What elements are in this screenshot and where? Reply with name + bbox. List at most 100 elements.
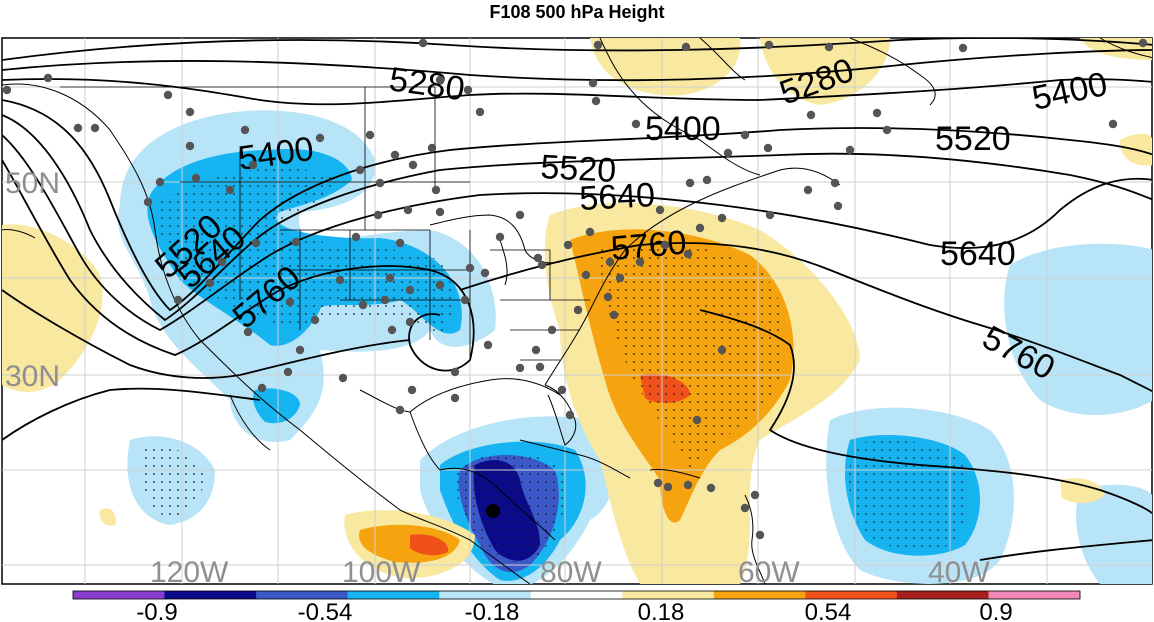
- station-dot: [833, 201, 843, 211]
- station-dot: [660, 240, 670, 250]
- station-dot: [408, 160, 418, 170]
- contour-label-5520-east: 5520: [935, 120, 1011, 158]
- station-dot: [460, 295, 470, 305]
- station-dot: [635, 257, 645, 267]
- colorbar-tick-labels: -0.9 -0.54 -0.18 0.18 0.54 0.9: [136, 599, 1012, 622]
- station-dot: [531, 345, 541, 355]
- station-dot: [882, 125, 892, 135]
- light-yellow-region-northwest: [2, 224, 103, 392]
- station-dot: [480, 268, 490, 278]
- station-dot: [385, 273, 395, 283]
- station-dot: [591, 96, 601, 106]
- station-dot: [681, 42, 691, 52]
- station-dot: [185, 141, 195, 151]
- colorbar-outline: [72, 590, 1081, 600]
- station-dot: [603, 292, 613, 302]
- station-dot: [285, 297, 295, 307]
- station-dot: [585, 227, 595, 237]
- contour-label-5640-center: 5640: [578, 176, 656, 218]
- station-dot: [217, 257, 227, 267]
- colorbar-label-neg-0-18: -0.18: [465, 599, 520, 622]
- station-dot: [248, 160, 258, 170]
- station-dot: [291, 237, 301, 247]
- station-dot: [872, 108, 882, 118]
- colorbar-label-0-18: 0.18: [638, 599, 685, 622]
- station-dot: [395, 238, 405, 248]
- height-contours: [2, 38, 1152, 561]
- station-dot: [750, 490, 760, 500]
- station-dot: [717, 213, 727, 223]
- station-dot: [683, 480, 693, 490]
- station-dot: [310, 315, 320, 325]
- colorbar-label-neg-0-9: -0.9: [136, 599, 177, 622]
- colorbar-swatch: [256, 591, 349, 599]
- station-dot: [806, 110, 816, 120]
- station-dot: [692, 415, 702, 425]
- station-dot: [465, 263, 475, 273]
- station-dot: [191, 173, 201, 183]
- graticule: [2, 38, 1152, 584]
- station-dot: [702, 175, 712, 185]
- station-dot: [740, 130, 750, 140]
- station-dot: [1138, 38, 1148, 48]
- station-dot: [573, 305, 583, 315]
- station-dot: [395, 405, 405, 415]
- station-dot: [655, 205, 665, 215]
- station-dot: [683, 249, 693, 259]
- colorbar-swatch: [896, 591, 989, 599]
- station-dot: [225, 185, 235, 195]
- colorbar-swatch: [988, 591, 1081, 599]
- station-dot: [2, 85, 12, 95]
- station-dot: [824, 42, 834, 52]
- station-dot: [593, 40, 603, 50]
- station-dot: [450, 393, 460, 403]
- station-dot: [685, 178, 695, 188]
- station-dot: [706, 483, 716, 493]
- colorbar-swatch: [73, 591, 165, 599]
- colorbar-swatch: [713, 591, 806, 599]
- station-dot: [565, 410, 575, 420]
- station-dot: [283, 367, 293, 377]
- station-dot: [547, 325, 557, 335]
- station-dot: [535, 362, 545, 372]
- station-dot: [407, 385, 417, 395]
- station-dot: [390, 150, 400, 160]
- colorbar-swatch: [530, 591, 623, 599]
- station-dot: [295, 345, 305, 355]
- station-dot: [723, 148, 733, 158]
- colorbar-swatch: [622, 591, 715, 599]
- station-dot: [537, 260, 547, 270]
- lat-label-50n: 50N: [5, 167, 60, 200]
- station-dot: [90, 123, 100, 133]
- station-dot: [315, 133, 325, 143]
- lat-label-30n: 30N: [5, 360, 60, 393]
- station-dot: [358, 300, 368, 310]
- station-dot: [251, 238, 261, 248]
- station-dot: [427, 143, 437, 153]
- station-dot: [515, 210, 525, 220]
- station-dot: [764, 40, 774, 50]
- station-dot: [450, 367, 460, 377]
- station-dot: [653, 478, 663, 488]
- lon-label-80w: 80W: [540, 556, 602, 589]
- station-dot: [163, 90, 173, 100]
- station-dot: [387, 325, 397, 335]
- station-dot: [155, 177, 165, 187]
- station-dot: [338, 373, 348, 383]
- station-dot: [615, 273, 625, 283]
- station-dot: [765, 210, 775, 220]
- station-dot: [43, 73, 53, 83]
- light-yellow-region-north: [590, 38, 741, 96]
- lon-label-60w: 60W: [738, 556, 800, 589]
- station-dot: [405, 285, 415, 295]
- lon-label-120w: 120W: [150, 556, 229, 589]
- colorbar-swatch: [805, 591, 898, 599]
- station-dot: [463, 85, 473, 95]
- significance-stippling: [138, 168, 969, 563]
- station-dot: [73, 123, 83, 133]
- station-dot: [830, 178, 840, 188]
- station-dot: [403, 205, 413, 215]
- colorbar-label-neg-0-54: -0.54: [298, 599, 353, 622]
- contour-label-5760-center: 5760: [609, 224, 688, 268]
- colorbar-swatch: [347, 591, 440, 599]
